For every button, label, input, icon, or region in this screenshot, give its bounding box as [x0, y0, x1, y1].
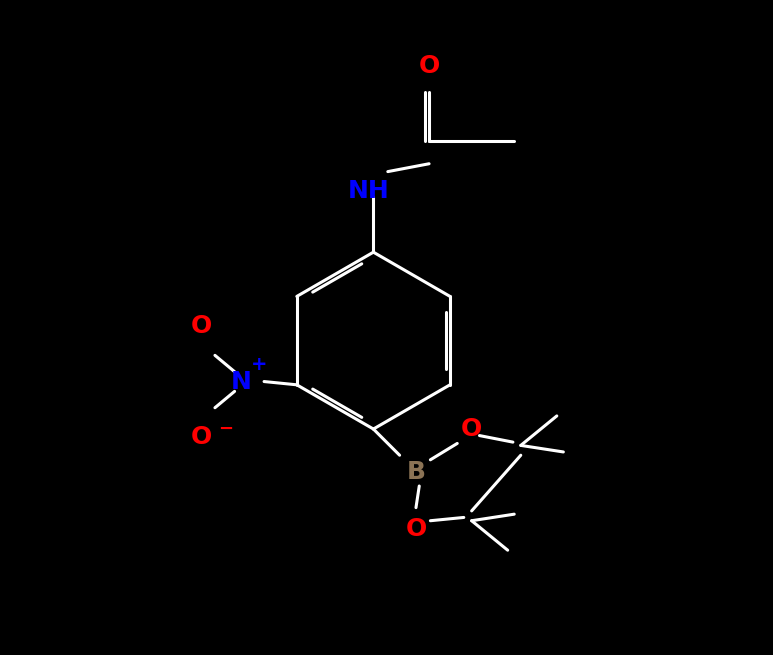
Text: N: N — [230, 369, 251, 394]
Text: NH: NH — [347, 179, 389, 203]
Text: O: O — [418, 54, 440, 77]
Text: O: O — [191, 314, 213, 338]
Text: O: O — [461, 417, 482, 441]
Text: +: + — [251, 355, 267, 374]
Text: O: O — [191, 425, 213, 449]
Text: −: − — [219, 420, 233, 438]
Text: O: O — [405, 517, 427, 540]
Text: B: B — [407, 460, 425, 483]
